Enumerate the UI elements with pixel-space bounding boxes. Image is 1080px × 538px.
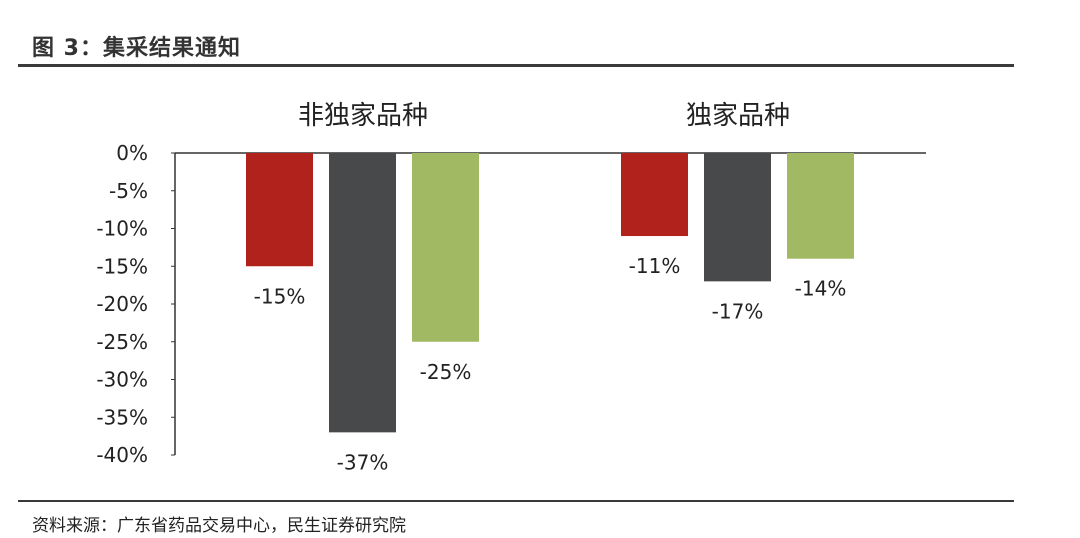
- y-tick-label: -30%: [96, 368, 148, 392]
- bar: [246, 153, 313, 267]
- bar-chart: 0% -5% -10% -15% -20% -25% -30% -35% -40% -15% -3…: [96, 101, 926, 474]
- bar: [704, 153, 771, 282]
- data-label: -15%: [254, 284, 306, 308]
- data-label: -14%: [795, 277, 847, 301]
- bar: [787, 153, 854, 259]
- bottom-rule: [18, 500, 1014, 502]
- bar: [329, 153, 396, 433]
- bar: [412, 153, 479, 342]
- figure-title: 图 3：集采结果通知: [32, 36, 241, 61]
- data-label: -11%: [629, 254, 681, 278]
- y-tick-label: -15%: [96, 254, 148, 278]
- category-label: 非独家品种: [298, 101, 428, 131]
- y-tick-label: -25%: [96, 330, 148, 354]
- source-note: 资料来源：广东省药品交易中心，民生证券研究院: [32, 516, 406, 536]
- y-tick-label: -5%: [109, 179, 148, 203]
- y-tick-label: -20%: [96, 292, 148, 316]
- data-label: -17%: [712, 299, 764, 323]
- top-rule: [18, 64, 1014, 67]
- data-label: -37%: [337, 450, 389, 474]
- y-tick-label: -10%: [96, 217, 148, 241]
- y-tick-label: -40%: [96, 443, 148, 467]
- category-labels: 非独家品种 独家品种: [298, 101, 790, 131]
- data-label: -25%: [420, 360, 472, 384]
- y-tick-label: 0%: [116, 141, 148, 165]
- category-label: 独家品种: [686, 101, 790, 131]
- bar: [621, 153, 688, 237]
- y-tick-label: -35%: [96, 405, 148, 429]
- bars-group: -15% -37% -25% -11% -17% -14%: [246, 153, 854, 474]
